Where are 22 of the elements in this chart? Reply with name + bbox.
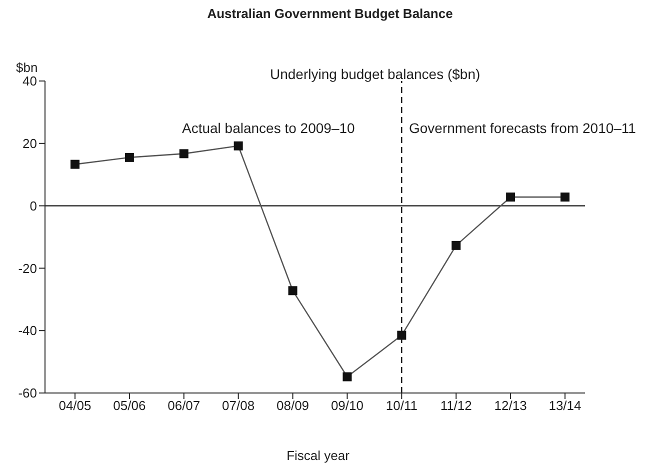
x-tick-label: 05/06 (113, 398, 146, 414)
chart-subtitle: Underlying budget balances ($bn) (270, 66, 480, 82)
x-axis-title: Fiscal year (286, 448, 350, 463)
x-tick-label: 08/09 (276, 398, 310, 414)
x-tick-label: 11/12 (440, 398, 472, 414)
y-tick-label: -60 (18, 386, 37, 401)
annotation: Actual balances to 2009–10 (182, 120, 355, 136)
y-tick-label: -20 (18, 260, 37, 276)
chart-title: Australian Government Budget Balance (206, 6, 454, 21)
x-tick-label: 04/05 (58, 398, 92, 414)
x-tick-label: 10/11 (386, 398, 418, 414)
y-tick-label: 20 (22, 136, 37, 152)
y-tick-label: 0 (30, 198, 37, 214)
y-tick-label: -40 (18, 323, 37, 338)
x-tick-label: 06/07 (168, 398, 200, 414)
x-tick-label: 09/10 (330, 398, 364, 414)
x-tick-label: 12/13 (494, 398, 527, 414)
y-tick-label: 40 (22, 74, 37, 89)
x-tick-label: 07/08 (222, 398, 255, 414)
x-tick-label: 13/14 (548, 398, 582, 414)
y-axis-title: $bn (16, 60, 38, 75)
annotation: Government forecasts from 2010–11 (409, 120, 636, 136)
